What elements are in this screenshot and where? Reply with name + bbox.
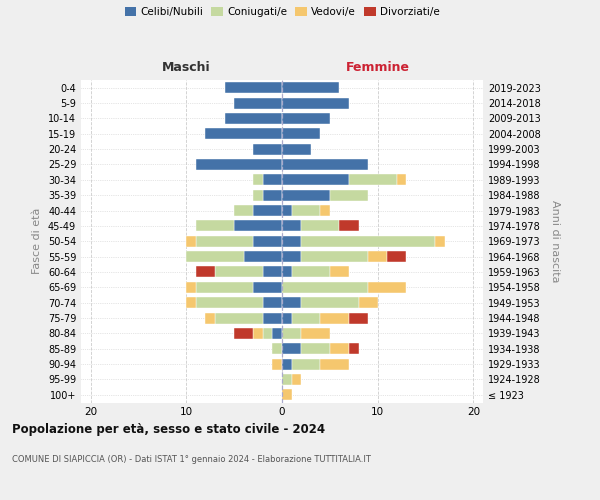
- Bar: [292, 358, 320, 370]
- Bar: [359, 297, 378, 308]
- Bar: [349, 312, 368, 324]
- Bar: [349, 343, 359, 354]
- Bar: [263, 174, 282, 186]
- Bar: [282, 190, 330, 200]
- Bar: [320, 205, 330, 216]
- Bar: [349, 174, 397, 186]
- Bar: [253, 282, 282, 293]
- Bar: [234, 205, 253, 216]
- Bar: [282, 328, 301, 339]
- Bar: [272, 328, 282, 339]
- Bar: [263, 266, 282, 278]
- Bar: [282, 174, 349, 186]
- Bar: [282, 128, 320, 140]
- Bar: [292, 374, 301, 385]
- Bar: [282, 113, 330, 124]
- Bar: [301, 343, 330, 354]
- Bar: [253, 236, 282, 247]
- Bar: [215, 312, 263, 324]
- Bar: [196, 220, 234, 232]
- Text: Popolazione per età, sesso e stato civile - 2024: Popolazione per età, sesso e stato civil…: [12, 422, 325, 436]
- Bar: [272, 358, 282, 370]
- Bar: [263, 297, 282, 308]
- Bar: [253, 205, 282, 216]
- Y-axis label: Fasce di età: Fasce di età: [32, 208, 42, 274]
- Bar: [301, 236, 435, 247]
- Bar: [292, 266, 330, 278]
- Bar: [253, 174, 263, 186]
- Bar: [282, 251, 301, 262]
- Bar: [196, 159, 282, 170]
- Bar: [244, 251, 282, 262]
- Legend: Celibi/Nubili, Coniugati/e, Vedovi/e, Divorziati/e: Celibi/Nubili, Coniugati/e, Vedovi/e, Di…: [122, 5, 442, 20]
- Bar: [186, 236, 196, 247]
- Bar: [196, 266, 215, 278]
- Bar: [435, 236, 445, 247]
- Bar: [282, 343, 301, 354]
- Bar: [263, 328, 272, 339]
- Bar: [253, 144, 282, 154]
- Bar: [282, 98, 349, 108]
- Bar: [330, 190, 368, 200]
- Text: Maschi: Maschi: [162, 61, 211, 74]
- Text: Femmine: Femmine: [346, 61, 410, 74]
- Bar: [282, 159, 368, 170]
- Bar: [282, 144, 311, 154]
- Bar: [263, 312, 282, 324]
- Bar: [292, 312, 320, 324]
- Bar: [196, 297, 263, 308]
- Bar: [368, 251, 387, 262]
- Bar: [282, 266, 292, 278]
- Bar: [282, 82, 340, 93]
- Bar: [282, 374, 292, 385]
- Bar: [196, 282, 253, 293]
- Bar: [292, 205, 320, 216]
- Bar: [282, 220, 301, 232]
- Bar: [330, 343, 349, 354]
- Bar: [320, 312, 349, 324]
- Bar: [301, 328, 330, 339]
- Bar: [215, 266, 263, 278]
- Bar: [301, 220, 340, 232]
- Bar: [320, 358, 349, 370]
- Bar: [224, 113, 282, 124]
- Bar: [282, 358, 292, 370]
- Bar: [330, 266, 349, 278]
- Bar: [282, 205, 292, 216]
- Bar: [263, 190, 282, 200]
- Bar: [186, 251, 244, 262]
- Bar: [186, 297, 196, 308]
- Bar: [253, 328, 263, 339]
- Bar: [282, 390, 292, 400]
- Bar: [234, 328, 253, 339]
- Bar: [282, 282, 368, 293]
- Bar: [186, 282, 196, 293]
- Y-axis label: Anni di nascita: Anni di nascita: [550, 200, 560, 282]
- Bar: [196, 236, 253, 247]
- Bar: [301, 297, 359, 308]
- Bar: [224, 82, 282, 93]
- Bar: [397, 174, 406, 186]
- Bar: [234, 98, 282, 108]
- Bar: [282, 236, 301, 247]
- Bar: [205, 312, 215, 324]
- Bar: [340, 220, 359, 232]
- Bar: [301, 251, 368, 262]
- Bar: [387, 251, 406, 262]
- Bar: [234, 220, 282, 232]
- Bar: [272, 343, 282, 354]
- Bar: [253, 190, 263, 200]
- Text: COMUNE DI SIAPICCIA (OR) - Dati ISTAT 1° gennaio 2024 - Elaborazione TUTTITALIA.: COMUNE DI SIAPICCIA (OR) - Dati ISTAT 1°…: [12, 455, 371, 464]
- Bar: [368, 282, 406, 293]
- Bar: [282, 297, 301, 308]
- Bar: [282, 312, 292, 324]
- Bar: [205, 128, 282, 140]
